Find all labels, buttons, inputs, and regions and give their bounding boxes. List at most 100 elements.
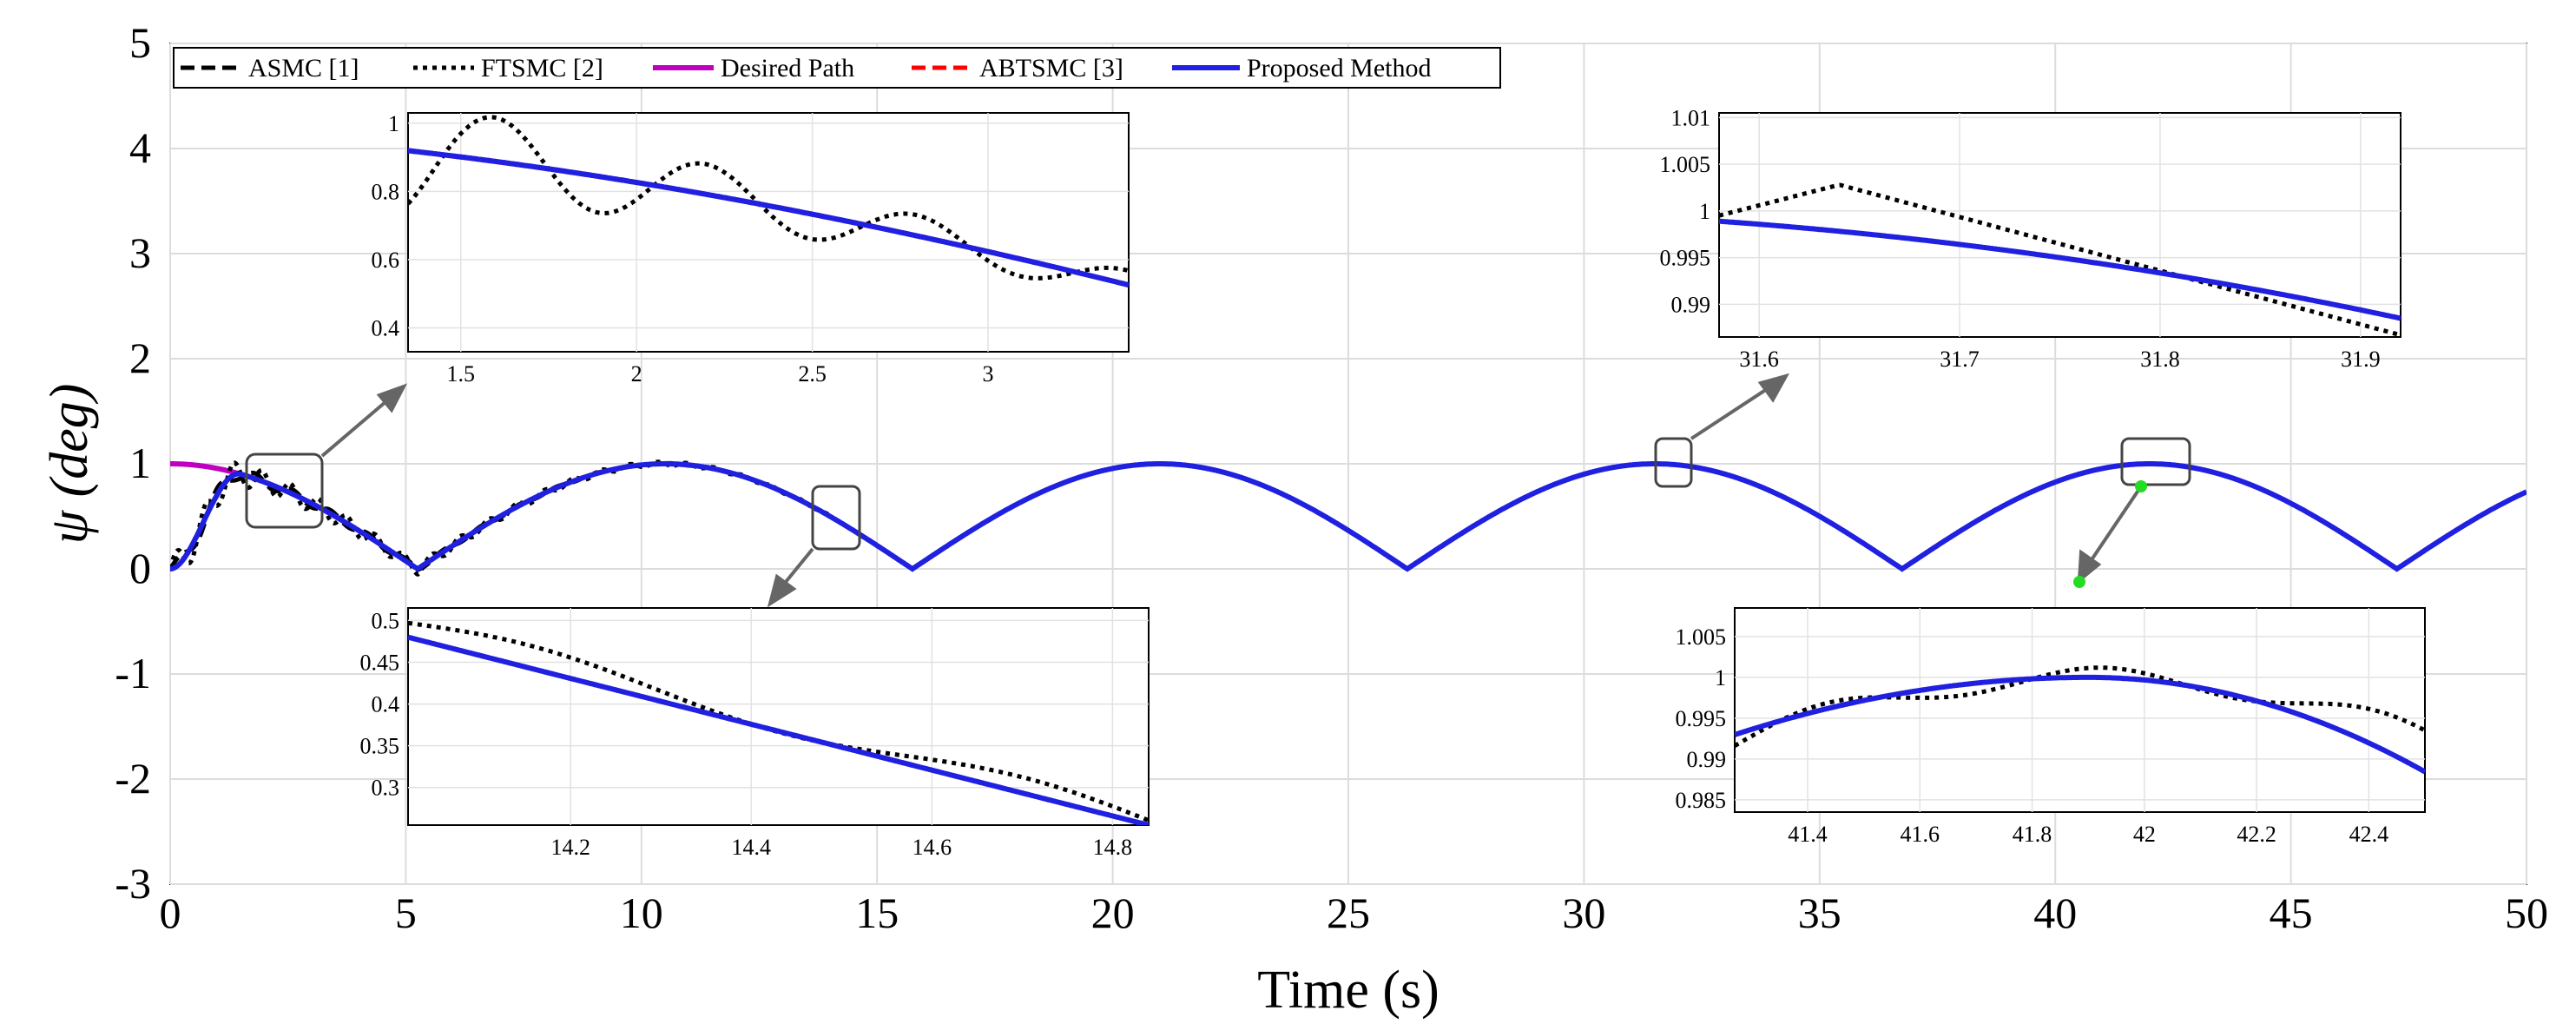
inset-1-x-tick-2.5: 2.5 bbox=[798, 361, 827, 386]
inset-2-y-tick-1.005: 1.005 bbox=[1660, 152, 1711, 177]
zoom-arrow-4-head bbox=[2077, 549, 2102, 585]
x-tick-50: 50 bbox=[2505, 889, 2548, 937]
inset-3-proposed-method bbox=[408, 634, 1149, 825]
inset-1-y-tick-0.6: 0.6 bbox=[372, 248, 400, 273]
zoom-arrow-3 bbox=[1690, 387, 1769, 440]
inset-2-y-tick-1: 1 bbox=[1699, 199, 1710, 224]
inset-1-y-tick-0.8: 0.8 bbox=[372, 179, 400, 204]
inset-4-x-tick-42.2: 42.2 bbox=[2237, 822, 2276, 847]
inset-2-x-tick-31.6: 31.6 bbox=[1739, 347, 1779, 372]
legend-label-asmc: ASMC [1] bbox=[248, 54, 359, 83]
inset-4-proposed-method bbox=[1735, 674, 2425, 775]
zoom-box-2 bbox=[811, 485, 861, 551]
inset-2-x-tick-31.8: 31.8 bbox=[2140, 347, 2180, 372]
x-tick-20: 20 bbox=[1091, 889, 1135, 937]
inset-2-y-tick-1.01: 1.01 bbox=[1671, 105, 1711, 130]
inset-1-y-tick-0.4: 0.4 bbox=[372, 316, 400, 341]
inset-2-y-tick-0.995: 0.995 bbox=[1660, 246, 1711, 271]
zoom-box-1 bbox=[245, 453, 324, 529]
x-tick-25: 25 bbox=[1327, 889, 1370, 937]
inset-1-x-tick-1.5: 1.5 bbox=[446, 361, 475, 386]
inset-4-x-tick-42: 42 bbox=[2133, 822, 2156, 847]
inset-4-area bbox=[1734, 607, 2426, 813]
inset-2: 31.6 31.7 31.8 31.9 0.99 0.995 1 1.005 1.01 bbox=[1660, 105, 2401, 372]
inset-2-proposed-method bbox=[1719, 218, 2401, 321]
inset-3-y-tick-0.45: 0.45 bbox=[360, 651, 400, 676]
inset-2-x-tick-31.7: 31.7 bbox=[1940, 347, 1980, 372]
zoom-arrows bbox=[320, 373, 2143, 608]
inset-3-x-tick-14.4: 14.4 bbox=[732, 835, 772, 860]
inset-3-y-tick-0.3: 0.3 bbox=[372, 776, 400, 801]
y-tick-4: 4 bbox=[129, 123, 151, 172]
legend-label-abtsmc: ABTSMC [3] bbox=[979, 54, 1123, 83]
inset-3-y-tick-0.35: 0.35 bbox=[360, 734, 400, 759]
main-x-tick-labels: 0 5 10 15 20 25 30 35 40 45 50 bbox=[160, 889, 2549, 937]
inset-3-tick-labels: 14.2 14.4 14.6 14.8 0.3 0.35 0.4 0.45 0.5 bbox=[360, 608, 1133, 860]
legend: ASMC [1] FTSMC [2] Desired Path ABTSMC [… bbox=[173, 47, 1501, 89]
legend-label-desired: Desired Path bbox=[721, 54, 854, 83]
inset-3-x-tick-14.6: 14.6 bbox=[912, 835, 952, 860]
inset-2-y-tick-0.99: 0.99 bbox=[1671, 292, 1711, 317]
zoom-arrow-1-head bbox=[376, 383, 408, 413]
inset-3-grid bbox=[408, 608, 1149, 825]
inset-4-y-tick-0.99: 0.99 bbox=[1687, 747, 1727, 772]
legend-box bbox=[173, 47, 1501, 89]
inset-4-ftsmc bbox=[1735, 665, 2425, 748]
x-tick-10: 10 bbox=[620, 889, 663, 937]
y-tick-5: 5 bbox=[129, 18, 151, 67]
main-y-tick-labels: -3 -2 -1 0 1 2 3 4 5 bbox=[115, 18, 151, 908]
inset-4-x-tick-41.8: 41.8 bbox=[2013, 822, 2052, 847]
x-tick-40: 40 bbox=[2033, 889, 2077, 937]
zoom-box-3 bbox=[1654, 437, 1693, 488]
y-tick--2: -2 bbox=[115, 754, 151, 803]
y-tick-3: 3 bbox=[129, 228, 151, 277]
inset-1-x-tick-2: 2 bbox=[631, 361, 642, 386]
zoom-markers bbox=[245, 437, 2191, 551]
inset-1-area bbox=[407, 112, 1130, 353]
x-tick-5: 5 bbox=[395, 889, 417, 937]
inset-3-x-tick-14.2: 14.2 bbox=[550, 835, 590, 860]
inset-2-ftsmc bbox=[1719, 182, 2401, 337]
zoom-arrow-1 bbox=[320, 400, 388, 458]
inset-2-area bbox=[1718, 112, 2401, 338]
inset-4-y-tick-0.995: 0.995 bbox=[1676, 706, 1727, 731]
inset-1-grid bbox=[408, 113, 1129, 352]
inset-1-x-tick-3: 3 bbox=[983, 361, 994, 386]
inset-3: 14.2 14.4 14.6 14.8 0.3 0.35 0.4 0.45 0.5 bbox=[360, 607, 1150, 860]
y-tick--1: -1 bbox=[115, 649, 151, 697]
y-tick-0: 0 bbox=[129, 544, 151, 592]
inset-2-x-tick-31.9: 31.9 bbox=[2341, 347, 2381, 372]
y-axis-label: ψ (deg) bbox=[40, 384, 99, 545]
zoom-arrow-4 bbox=[2087, 485, 2143, 565]
zoom-arrow-2 bbox=[784, 547, 814, 584]
inset-4-x-tick-41.6: 41.6 bbox=[1901, 822, 1940, 847]
inset-1-tick-labels: 1.5 2 2.5 3 0.4 0.6 0.8 1 bbox=[372, 111, 994, 386]
inset-3-y-tick-0.5: 0.5 bbox=[372, 608, 400, 633]
inset-3-y-tick-0.4: 0.4 bbox=[372, 692, 400, 717]
x-tick-45: 45 bbox=[2270, 889, 2313, 937]
inset-1: 1.5 2 2.5 3 0.4 0.6 0.8 1 bbox=[372, 111, 1130, 386]
inset-4-y-tick-1: 1 bbox=[1715, 665, 1726, 690]
series-proposed-method bbox=[170, 461, 2527, 572]
x-tick-0: 0 bbox=[160, 889, 181, 937]
inset-4-tick-labels: 41.4 41.6 41.8 42 42.2 42.4 0.985 0.99 0.995 1 1.0… bbox=[1676, 624, 2389, 847]
inset-2-tick-labels: 31.6 31.7 31.8 31.9 0.99 0.995 1 1.005 1.01 bbox=[1660, 105, 2381, 372]
x-axis-label: Time (s) bbox=[1257, 961, 1440, 1020]
x-tick-35: 35 bbox=[1798, 889, 1841, 937]
inset-1-proposed-method bbox=[408, 148, 1129, 288]
y-tick-2: 2 bbox=[129, 334, 151, 382]
legend-label-ftsmc: FTSMC [2] bbox=[481, 54, 603, 83]
x-tick-15: 15 bbox=[855, 889, 899, 937]
zoom-arrow-2-head bbox=[767, 573, 797, 608]
green-marker-end bbox=[2073, 576, 2085, 588]
inset-3-ftsmc bbox=[408, 620, 1149, 823]
inset-4: 41.4 41.6 41.8 42 42.2 42.4 0.985 0.99 0.995 1 1.0… bbox=[1676, 607, 2426, 847]
zoom-arrow-3-head bbox=[1757, 373, 1790, 403]
x-tick-30: 30 bbox=[1562, 889, 1605, 937]
y-tick-1: 1 bbox=[129, 439, 151, 487]
y-tick--3: -3 bbox=[115, 859, 151, 908]
inset-3-x-tick-14.8: 14.8 bbox=[1093, 835, 1133, 860]
zoom-box-4 bbox=[2120, 437, 2191, 486]
inset-4-x-tick-42.4: 42.4 bbox=[2349, 822, 2389, 847]
